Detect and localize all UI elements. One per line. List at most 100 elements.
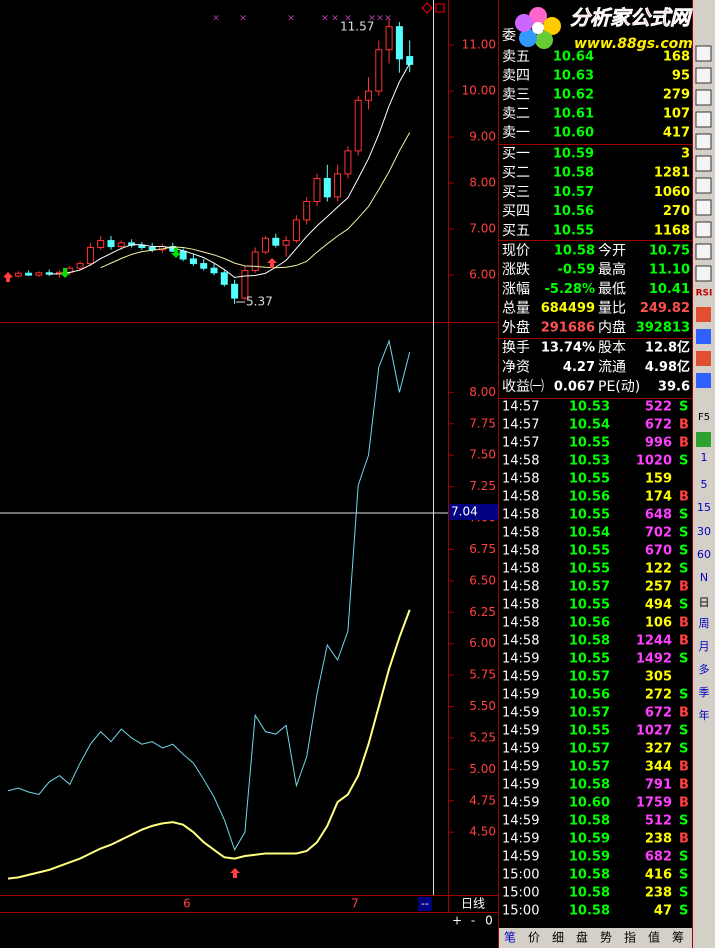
tool-icon[interactable]	[695, 221, 712, 238]
stat-label: 收益㈠	[502, 379, 544, 395]
tool-icon[interactable]	[696, 351, 711, 366]
tick-time: 14:58	[502, 472, 539, 487]
tab[interactable]: 细	[552, 931, 564, 945]
stat-label: 量比	[598, 301, 626, 317]
tick-volume: 122	[645, 562, 672, 577]
signal-marker: ×	[384, 14, 392, 24]
tool-icon[interactable]	[696, 307, 711, 322]
tab[interactable]: 指	[624, 930, 636, 945]
tab[interactable]: 笔	[504, 930, 516, 945]
period-button[interactable]: 日	[699, 596, 710, 609]
tab[interactable]: 盘	[576, 930, 588, 945]
tool-label[interactable]: F5	[698, 412, 710, 423]
tick-volume: 512	[645, 814, 672, 829]
tick-volume: 791	[645, 778, 672, 793]
stat-label: 涨跌	[502, 262, 530, 278]
tick-time: 14:59	[502, 796, 539, 811]
period-button[interactable]: 30	[697, 525, 711, 538]
y-tick-label: 7.75	[469, 416, 496, 430]
book-price: 10.64	[553, 50, 594, 65]
y-tick-label: 5.25	[469, 730, 496, 744]
tick-side: S	[679, 814, 688, 829]
period-button[interactable]: 1	[701, 451, 708, 464]
tick-side: B	[679, 580, 689, 595]
tool-icon[interactable]	[695, 89, 712, 106]
ma-line	[49, 63, 411, 278]
candle-body	[334, 173, 342, 198]
tab[interactable]: 值	[648, 930, 660, 945]
y-tick-label: 5.50	[469, 699, 496, 713]
tick-volume: 670	[645, 544, 672, 559]
tick-time: 14:57	[502, 436, 539, 451]
tick-time: 14:59	[502, 778, 539, 793]
tick-time: 14:59	[502, 706, 539, 721]
logo-center	[532, 22, 544, 34]
zoom-button[interactable]: +	[452, 914, 462, 928]
period-button[interactable]: N	[700, 571, 708, 584]
tick-volume: 305	[645, 670, 672, 685]
period-button[interactable]: 多	[699, 662, 710, 676]
tab[interactable]: 筹	[672, 931, 684, 945]
tick-time: 14:58	[502, 598, 539, 613]
stat-label: 净资	[502, 360, 530, 376]
stat-value: 4.27	[563, 360, 595, 375]
tick-volume: 1759	[636, 796, 672, 811]
y-tick-label: 6.00	[469, 636, 496, 650]
tool-icon[interactable]	[696, 329, 711, 344]
sell-arrow	[60, 268, 70, 278]
icons	[421, 2, 445, 14]
tool-icon[interactable]	[695, 243, 712, 260]
y-tick-label: 9.00	[469, 130, 496, 144]
y-tick-label: 6.75	[469, 542, 496, 556]
candle-body	[231, 283, 239, 299]
tool-icon[interactable]	[695, 265, 712, 282]
tool-icon[interactable]	[695, 111, 712, 128]
candle-body	[117, 242, 125, 248]
cursor-box	[449, 504, 498, 520]
book-label: 买三	[502, 184, 530, 200]
period-button[interactable]: 60	[697, 548, 711, 561]
tick-time: 15:00	[502, 868, 539, 883]
tick-time: 14:59	[502, 688, 539, 703]
tick-price: 10.55	[569, 562, 610, 577]
tool-label[interactable]: RSI	[696, 289, 713, 299]
candle-body	[220, 272, 228, 285]
tool-icon[interactable]	[695, 45, 712, 62]
period-button[interactable]: 5	[701, 478, 708, 491]
x-label: 7	[351, 897, 359, 911]
period-button[interactable]: 15	[697, 501, 711, 514]
tool-icon[interactable]	[696, 432, 711, 447]
book-price: 10.56	[553, 204, 594, 219]
zoom-button[interactable]: 0	[485, 914, 493, 928]
tab[interactable]: 势	[600, 931, 612, 945]
book-label: 卖二	[502, 106, 530, 122]
tool-icon[interactable]	[695, 67, 712, 84]
tool-icon[interactable]	[695, 177, 712, 194]
tick-side: S	[679, 508, 688, 523]
zoom-button[interactable]: -	[471, 914, 475, 928]
tool-icon[interactable]	[695, 133, 712, 150]
book-price: 10.55	[553, 223, 594, 238]
tick-price: 10.55	[569, 598, 610, 613]
tool-icon[interactable]	[695, 155, 712, 172]
tab[interactable]: 价	[528, 931, 540, 945]
tick-time: 14:58	[502, 634, 539, 649]
logo-url: www.88gs.com	[574, 36, 693, 52]
period-button[interactable]: 年	[699, 708, 710, 722]
tick-volume: 47	[654, 904, 672, 919]
period[interactable]: 日线	[461, 897, 485, 911]
period-button[interactable]: 周	[699, 617, 710, 630]
tick-price: 10.54	[569, 526, 610, 541]
tool-icon[interactable]	[696, 373, 711, 388]
tick-volume: 522	[645, 400, 672, 415]
book-label: 买四	[502, 204, 530, 220]
tick-volume: 648	[645, 508, 672, 523]
y-tick-label: 6.25	[469, 605, 496, 619]
book-volume: 107	[663, 107, 690, 122]
period-button[interactable]: 月	[699, 640, 710, 653]
tool-icon[interactable]	[695, 199, 712, 216]
period-button[interactable]: 季	[699, 686, 710, 699]
tick-price: 10.57	[569, 670, 610, 685]
stat-label: 最低	[598, 281, 626, 297]
tick-price: 10.55	[569, 652, 610, 667]
